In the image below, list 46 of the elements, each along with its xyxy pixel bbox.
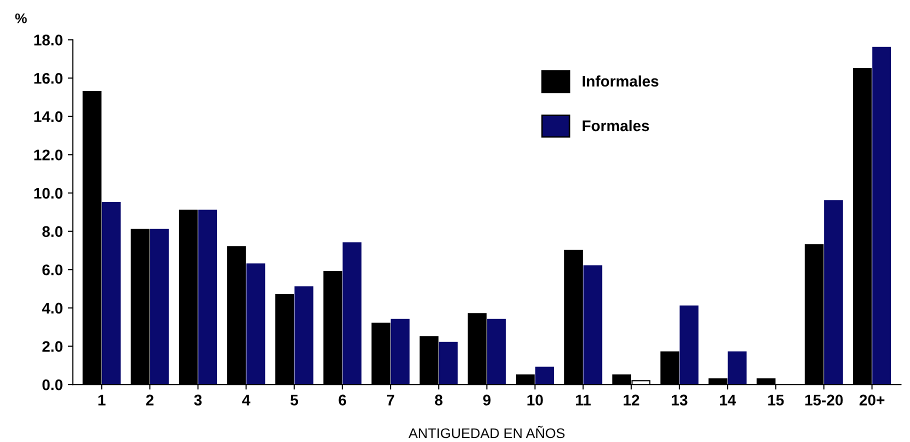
y-tick-label: 14.0 — [34, 111, 62, 122]
x-tick-label: 20+ — [860, 394, 884, 406]
x-tick-label: 2 — [146, 394, 154, 406]
y-tick-label: 2.0 — [42, 341, 62, 352]
x-tick-label: 12 — [624, 394, 640, 406]
y-tick-label: 4.0 — [42, 302, 62, 314]
x-tick-label: 13 — [672, 394, 688, 406]
x-tick-label: 15-20 — [805, 394, 843, 406]
x-tick-label: 15 — [768, 394, 784, 406]
bar — [150, 228, 169, 385]
bar — [728, 351, 747, 385]
y-axis-title: % — [15, 13, 27, 24]
bar — [824, 200, 843, 385]
bar — [342, 242, 362, 385]
legend-label: Informales — [582, 75, 658, 87]
y-tick-label: 6.0 — [42, 264, 62, 276]
legend-label: Formales — [582, 120, 650, 132]
y-tick-label: 18.0 — [34, 34, 62, 46]
x-tick-label: 3 — [194, 394, 202, 406]
y-tick-label: 16.0 — [34, 72, 62, 84]
bar — [872, 46, 892, 385]
x-tick-label: 11 — [576, 394, 591, 406]
x-tick-label: 6 — [338, 394, 346, 406]
y-tick-label: 0.0 — [42, 379, 62, 390]
bar — [102, 202, 121, 385]
y-tick-label: 12.0 — [34, 150, 62, 160]
bar — [535, 366, 554, 385]
x-tick-label: 7 — [386, 394, 394, 406]
bar — [487, 318, 506, 385]
x-axis-title: ANTIGUEDAD EN AÑOS — [408, 426, 565, 438]
bar — [198, 210, 218, 385]
x-tick-label: 9 — [483, 394, 491, 406]
bar — [583, 265, 602, 385]
x-tick-label: 10 — [527, 394, 543, 406]
x-tick-label: 4 — [242, 394, 250, 406]
bar — [438, 342, 458, 385]
bar — [294, 286, 314, 385]
x-tick-label: 14 — [720, 394, 736, 406]
bar — [390, 318, 410, 385]
y-tick-label: 10.0 — [34, 188, 62, 199]
x-tick-label: 8 — [434, 394, 442, 406]
y-tick-label: 8.0 — [42, 226, 62, 237]
bar — [246, 263, 266, 385]
bar — [680, 305, 698, 385]
x-tick-label: 1 — [98, 394, 106, 406]
x-tick-label: 5 — [290, 394, 298, 406]
